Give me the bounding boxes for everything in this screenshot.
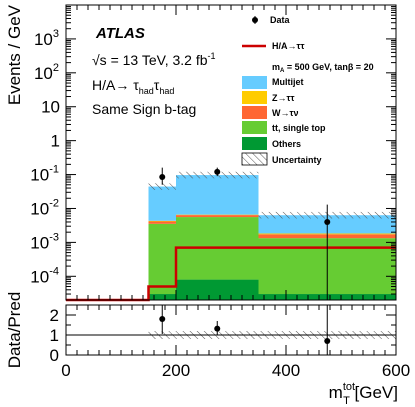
ratio-y-tick-label-0: 0: [50, 346, 59, 365]
y-tick-exp-6: 2: [53, 62, 59, 74]
ratio-y-ticks: 012: [50, 304, 396, 365]
ratio-y-axis-title: Data/Pred: [5, 292, 24, 369]
data-point-0: [159, 167, 166, 185]
legend-ttbar-swatch: [242, 121, 267, 134]
main-y-axis-title: Events / GeV: [5, 4, 24, 105]
x-axis-title-unit: [GeV]: [350, 383, 398, 402]
data-point-marker-1: [214, 168, 221, 175]
legend: Data H/A→ττ mA = 500 GeV, tanβ = 20 Mult…: [241, 15, 374, 166]
x-tick-label-2: 400: [272, 361, 300, 380]
x-axis-title: mtot T [GeV]: [329, 381, 398, 407]
legend-signal-params: mA = 500 GeV, tanβ = 20: [272, 62, 374, 74]
y-tick-label-1: 10-3: [30, 231, 59, 252]
y-tick-exp-3: -1: [49, 164, 59, 176]
bar-multijet-bin-1: [148, 186, 176, 221]
channel-tau: τ: [154, 77, 160, 93]
data-point-marker-0: [159, 173, 166, 180]
y-tick-exp-2: -2: [49, 197, 59, 209]
legend-ttbar-label: tt, single top: [272, 123, 326, 133]
bar-w--bin-2: [176, 215, 259, 218]
legend-others: Others: [242, 137, 301, 150]
y-tick-label-2: 10-2: [30, 197, 59, 218]
x-tick-label-0: 0: [61, 361, 70, 380]
legend-ztt-label: Z→ττ: [272, 93, 295, 103]
y-tick-label-0: 10-4: [30, 265, 59, 286]
ratio-x-ticks: 0 200 400 600: [61, 305, 410, 380]
legend-multijet-swatch: [242, 76, 267, 89]
ratio-y-tick-label-1: 1: [50, 326, 59, 345]
ratio-point-0: [159, 305, 166, 334]
y-tick-label-7: 103: [34, 28, 59, 49]
legend-uncertainty: Uncertainty: [241, 152, 322, 166]
legend-signal-m: m: [272, 62, 280, 72]
uncertainty-bin-1: [148, 183, 176, 190]
ratio-y-tick-label-2: 2: [50, 306, 59, 325]
x-axis-title-m: m: [329, 383, 343, 402]
y-tick-label-5: 10: [41, 98, 60, 117]
channel-main: H/A→ τ: [92, 77, 139, 93]
selection-label: Same Sign b-tag: [92, 101, 196, 117]
ratio-plot-area: [66, 305, 396, 355]
y-tick-label-4: 1: [51, 132, 60, 151]
data-point-marker-2: [324, 218, 331, 225]
bar-z--bin-1: [148, 220, 176, 222]
ratio-points: [159, 305, 331, 355]
legend-others-swatch: [242, 137, 267, 150]
legend-multijet: Multijet: [242, 76, 304, 89]
legend-others-label: Others: [272, 139, 301, 149]
x-axis-title-sub: T: [343, 395, 350, 407]
legend-ztt: Z→ττ: [242, 91, 295, 104]
legend-signal: H/A→ττ mA = 500 GeV, tanβ = 20: [242, 41, 374, 74]
legend-wtn: W→τν: [242, 106, 299, 119]
ratio-point-marker-0: [159, 316, 166, 322]
y-tick-exp-7: 3: [53, 28, 59, 40]
legend-uncertainty-label: Uncertainty: [272, 155, 322, 165]
data-point-1: [214, 167, 221, 177]
legend-wtn-label: W→τν: [272, 108, 299, 118]
main-x-ticks: [65, 5, 397, 300]
y-tick-label-6: 102: [34, 62, 59, 83]
y-tick-exp-0: -4: [49, 265, 59, 277]
channel-sub2: had: [159, 86, 174, 96]
ratio-point-2: [324, 305, 331, 355]
ratio-point-marker-1: [214, 325, 221, 332]
x-tick-label-3: 600: [382, 361, 410, 380]
legend-data-label: Data: [270, 15, 291, 25]
ratio-point-1: [214, 321, 221, 335]
legend-data-marker: [252, 17, 258, 23]
legend-signal-label: H/A→ττ: [272, 41, 305, 51]
energy-label: √s = 13 TeV, 3.2 fb-1: [92, 51, 216, 68]
legend-ttbar: tt, single top: [242, 121, 326, 134]
channel-label: H/A→ τhadτhad: [92, 77, 174, 96]
legend-signal-rest: = 500 GeV, tanβ = 20: [284, 62, 373, 72]
y-tick-exp-1: -3: [49, 231, 59, 243]
bar-others-bin-2: [176, 279, 259, 300]
x-tick-label-1: 200: [162, 361, 190, 380]
energy-text: = 13 TeV, 3.2 fb: [107, 52, 208, 68]
x-axis-title-sup: tot: [343, 381, 355, 393]
legend-multijet-label: Multijet: [272, 77, 304, 87]
data-points: [159, 167, 331, 300]
energy-exp: -1: [208, 51, 216, 61]
legend-wtn-swatch: [242, 106, 267, 119]
main-panel: 10-4 10-3 10-2 10-1 1 10 102 103 Events / GeV A…: [5, 4, 397, 302]
ratio-point-marker-2: [324, 338, 331, 344]
atlas-label: ATLAS: [95, 25, 145, 42]
y-tick-label-3: 10-1: [30, 164, 59, 185]
legend-signal-sub: A: [280, 68, 285, 74]
data-point-2: [324, 204, 331, 300]
bar-tt-single-top-bin-1: [148, 223, 176, 295]
bar-multijet-bin-2: [176, 175, 259, 215]
legend-data: Data: [252, 15, 291, 25]
legend-ztt-swatch: [242, 91, 267, 104]
channel-sub1: had: [139, 86, 154, 96]
sqrt-s: √s: [92, 52, 107, 68]
bar-w--bin-1: [148, 221, 176, 224]
ratio-panel: 012 0 200 400 600 Data/Pred: [5, 292, 410, 380]
legend-uncertainty-swatch: [241, 152, 268, 166]
bar-others-bin-1: [148, 294, 176, 300]
